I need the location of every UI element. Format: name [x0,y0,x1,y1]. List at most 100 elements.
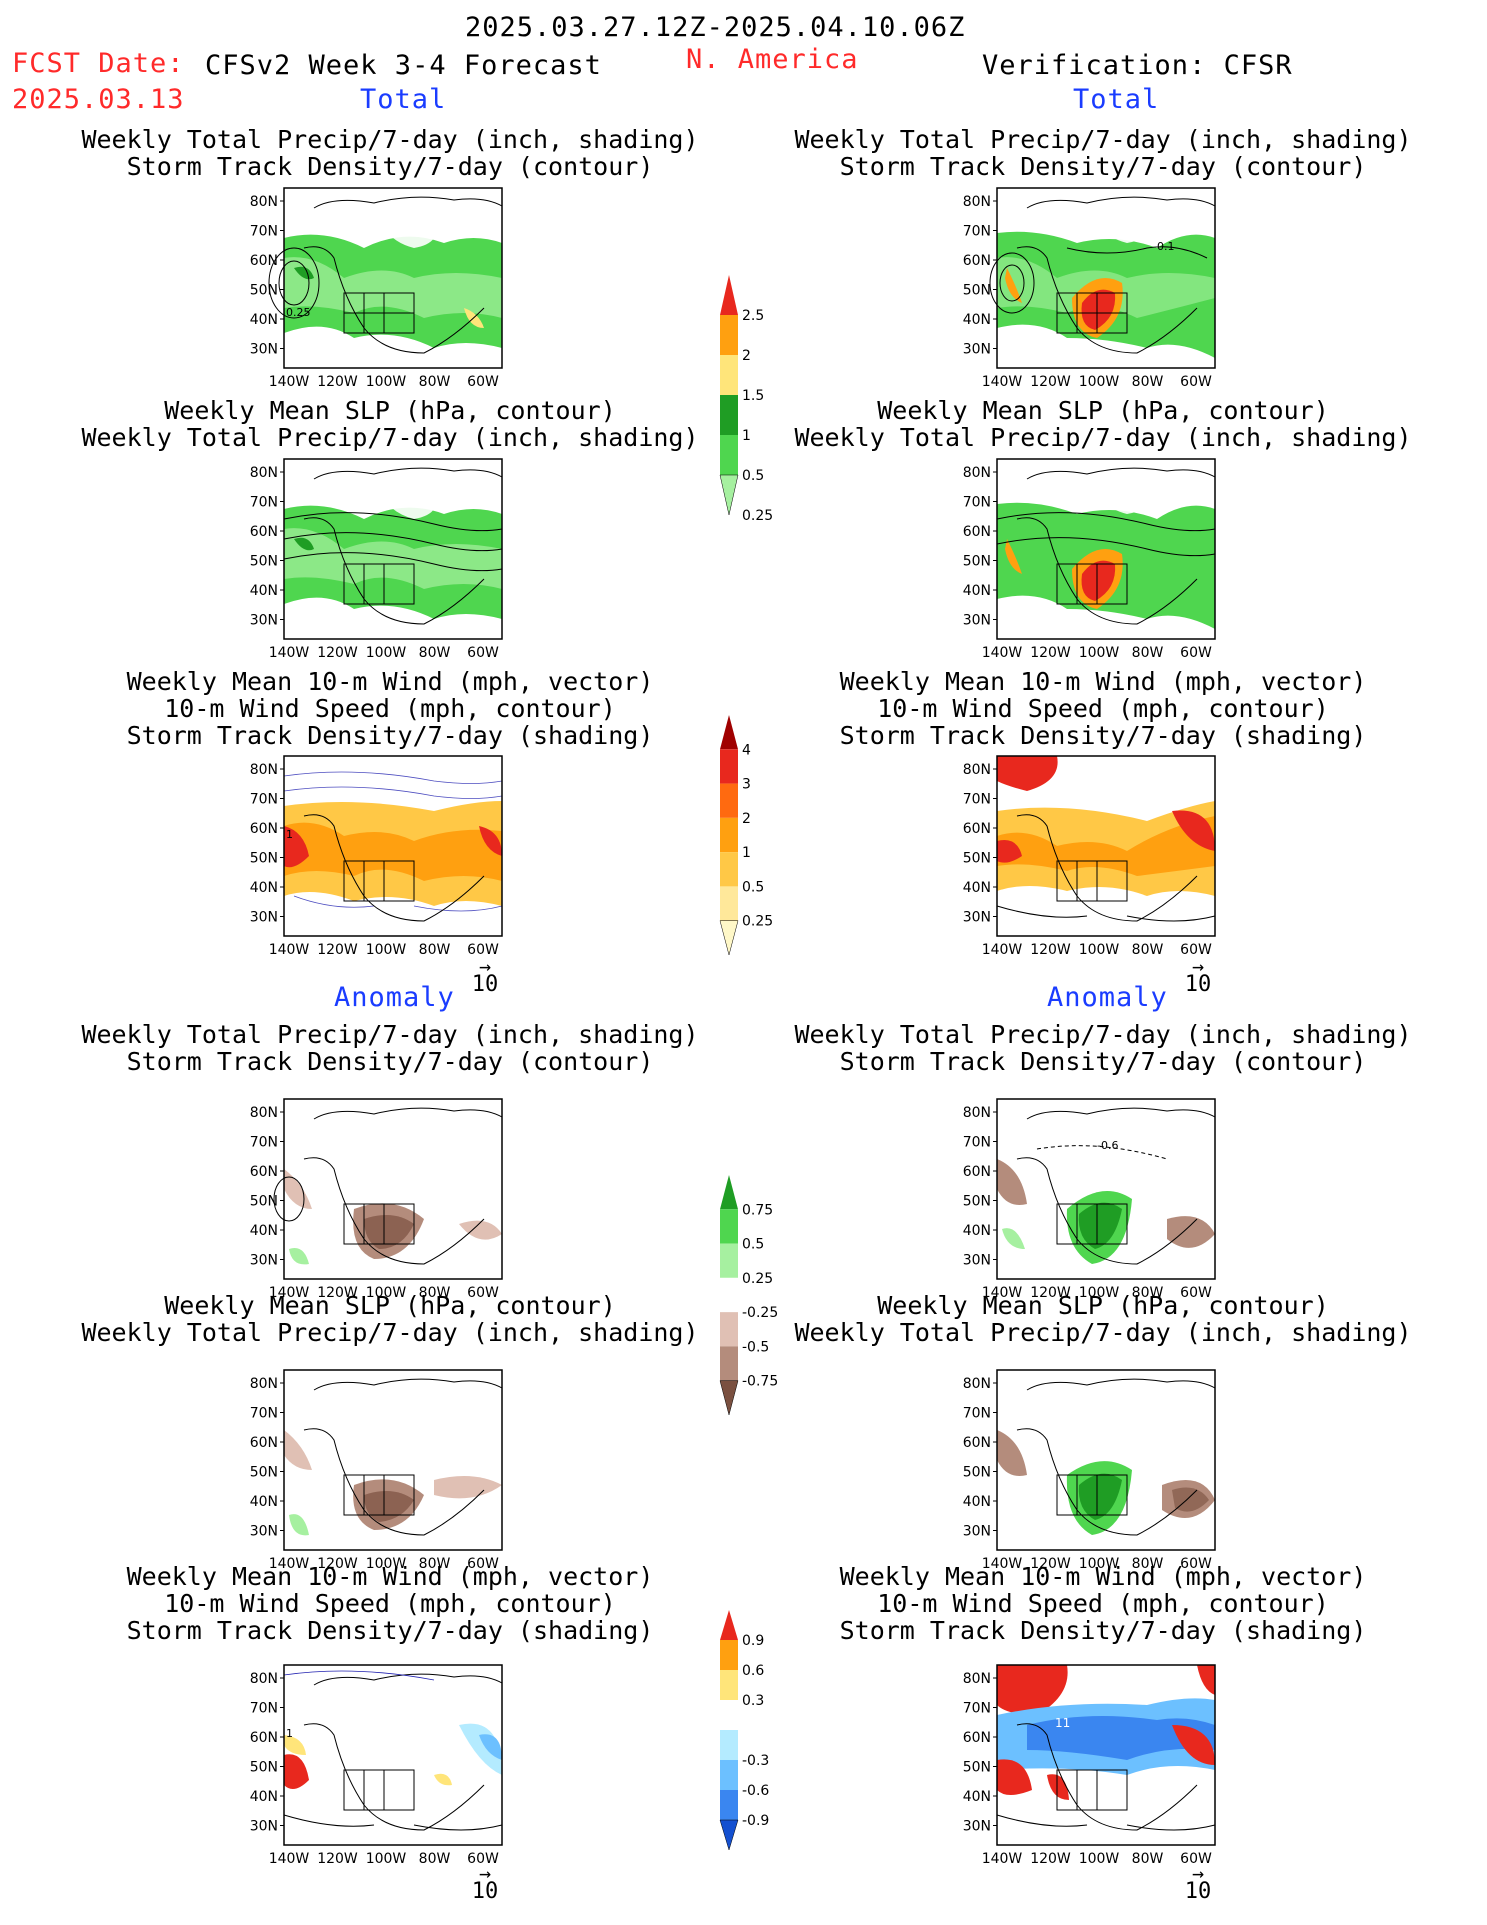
lat-tick-label: 60N [963,1435,991,1451]
lon-tick-label: 100W [1079,1556,1120,1572]
lon-tick-label: 140W [269,1285,310,1301]
lat-tick-label: 50N [963,554,991,570]
section-anomaly-right: Anomaly [1047,982,1168,1013]
lat-tick-label: 80N [250,1671,278,1687]
lat-tick-label: 50N [963,283,991,299]
panel-title-l2: Weekly Mean SLP (hPa, contour) Weekly To… [30,397,750,451]
lat-tick-label: 80N [250,1105,278,1121]
map-r4-svg: -0.6 80N 70N 60N 50N 40N 30N 140W 120W 100W 80W 60… [963,1098,1216,1301]
lat-tick-label: 60N [963,253,991,269]
lat-tick-label: 60N [250,1435,278,1451]
panel-title-r1: Weekly Total Precip/7-day (inch, shading… [743,126,1463,180]
title-line: Storm Track Density/7-day (shading) [839,721,1367,750]
title-line: Weekly Total Precip/7-day (inch, shading… [794,1318,1412,1347]
lon-tick-label: 120W [317,1285,358,1301]
map-r2-slp-precip: 80N 70N 60N 50N 40N 30N 140W 120W 100W 80W 60W [947,458,1227,669]
lat-tick-label: 30N [250,1819,278,1835]
colorbar-segment [720,1670,738,1700]
lon-tick-label: 120W [317,1556,358,1572]
colorbar-label: -0.9 [742,1813,769,1829]
title-line: Weekly Total Precip/7-day (inch, shading… [81,1020,699,1049]
colorbar-label: -0.6 [742,1783,769,1799]
colorbar-label: 0.5 [742,468,764,484]
lat-tick-label: 70N [250,792,278,808]
lat-tick-label: 80N [963,1105,991,1121]
colorbar-label: 0.6 [742,1663,764,1679]
colorbar-segment [720,1209,738,1244]
lat-tick-label: 50N [250,851,278,867]
lon-tick-label: 80W [1132,1285,1164,1301]
lon-tick-label: 120W [317,374,358,390]
lat-tick-label: 30N [250,910,278,926]
lat-tick-label: 50N [250,1760,278,1776]
lat-tick-label: 50N [963,851,991,867]
lat-tick-label: 30N [963,1524,991,1540]
lat-tick-label: 40N [250,583,278,599]
lon-tick-label: 140W [982,374,1023,390]
colorbar-segment [720,817,738,853]
colorbar-label: 2.5 [742,308,764,324]
colorbar-segment [720,1312,738,1347]
lon-tick-label: 60W [467,1851,499,1867]
lat-tick-label: 40N [963,312,991,328]
panel-title-l3: Weekly Mean 10-m Wind (mph, vector) 10-m… [30,668,750,749]
lon-tick-label: 60W [1180,942,1212,958]
product-title: CFSv2 Week 3-4 Forecast [205,50,602,81]
contour-label: -0.6 [1097,1139,1118,1152]
lon-tick-label: 80W [1132,942,1164,958]
colorbar-segment [720,435,738,475]
lon-tick-label: 140W [982,645,1023,661]
contour-label: 0.1 [1157,240,1175,253]
colorbar-label: 0.25 [742,508,773,524]
colorbar-segment [720,1730,738,1760]
colorbar-label: 0.25 [742,914,773,930]
lat-tick-label: 70N [250,495,278,511]
title-line: Weekly Total Precip/7-day (inch, shading… [81,423,699,452]
colorbar-segment [720,1346,738,1381]
lat-tick-label: 50N [250,1194,278,1210]
title-line: Weekly Total Precip/7-day (inch, shading… [794,1020,1412,1049]
colorbar-segment [720,886,738,921]
colorbar-segment [720,749,738,784]
lat-tick-label: 40N [963,1223,991,1239]
title-line: Weekly Mean 10-m Wind (mph, vector) [126,667,654,696]
lat-tick-label: 60N [250,253,278,269]
colorbar-top-arrow [720,1175,738,1210]
lat-tick-label: 60N [963,821,991,837]
lon-tick-label: 140W [269,1556,310,1572]
colorbar-segment [720,1760,738,1790]
colorbar-label: 0.5 [742,1237,764,1253]
map-l3-wind-storm: 1 80N 70N 60N 50N 40N 30N 140W 120W 100W 80W 60W [234,755,514,966]
colorbar-label: 1 [742,428,751,444]
lon-tick-label: 80W [419,374,451,390]
panel-title-l6: Weekly Mean 10-m Wind (mph, vector) 10-m… [30,1563,750,1644]
lat-tick-label: 70N [963,1406,991,1422]
map-l1-precip-storm: 0.25 80N 70N 60N 50N 40N 30N 140W 120W 100W 80W 60… [234,187,514,398]
lon-tick-label: 80W [1132,1556,1164,1572]
panel-title-r6: Weekly Mean 10-m Wind (mph, vector) 10-m… [743,1563,1463,1644]
colorbar-label: 0.25 [742,1271,773,1287]
lon-tick-label: 120W [1030,942,1071,958]
lon-tick-label: 60W [1180,645,1212,661]
lon-tick-label: 120W [317,645,358,661]
section-anomaly-left: Anomaly [334,982,455,1013]
lon-tick-label: 140W [982,1851,1023,1867]
colorbar-label: -0.75 [742,1374,778,1390]
colorbar-segment [720,1243,738,1278]
title-line: Weekly Mean 10-m Wind (mph, vector) [839,667,1367,696]
colorbar-segment [720,395,738,435]
panel-title-r5: Weekly Mean SLP (hPa, contour) Weekly To… [743,1292,1463,1346]
lon-tick-label: 80W [419,1851,451,1867]
title-line: 10-m Wind Speed (mph, contour) [877,1589,1329,1618]
panel-title-l5: Weekly Mean SLP (hPa, contour) Weekly To… [30,1292,750,1346]
lon-tick-label: 80W [419,645,451,661]
title-line: Storm Track Density/7-day (shading) [126,1616,654,1645]
lat-tick-label: 70N [963,1701,991,1717]
lat-tick-label: 70N [963,224,991,240]
lat-tick-label: 80N [963,465,991,481]
lon-tick-label: 120W [1030,1556,1071,1572]
colorbar-label: -0.25 [742,1305,778,1321]
colorbar-bottom-arrow [719,920,739,956]
lon-tick-label: 140W [269,1851,310,1867]
lon-tick-label: 120W [317,1851,358,1867]
